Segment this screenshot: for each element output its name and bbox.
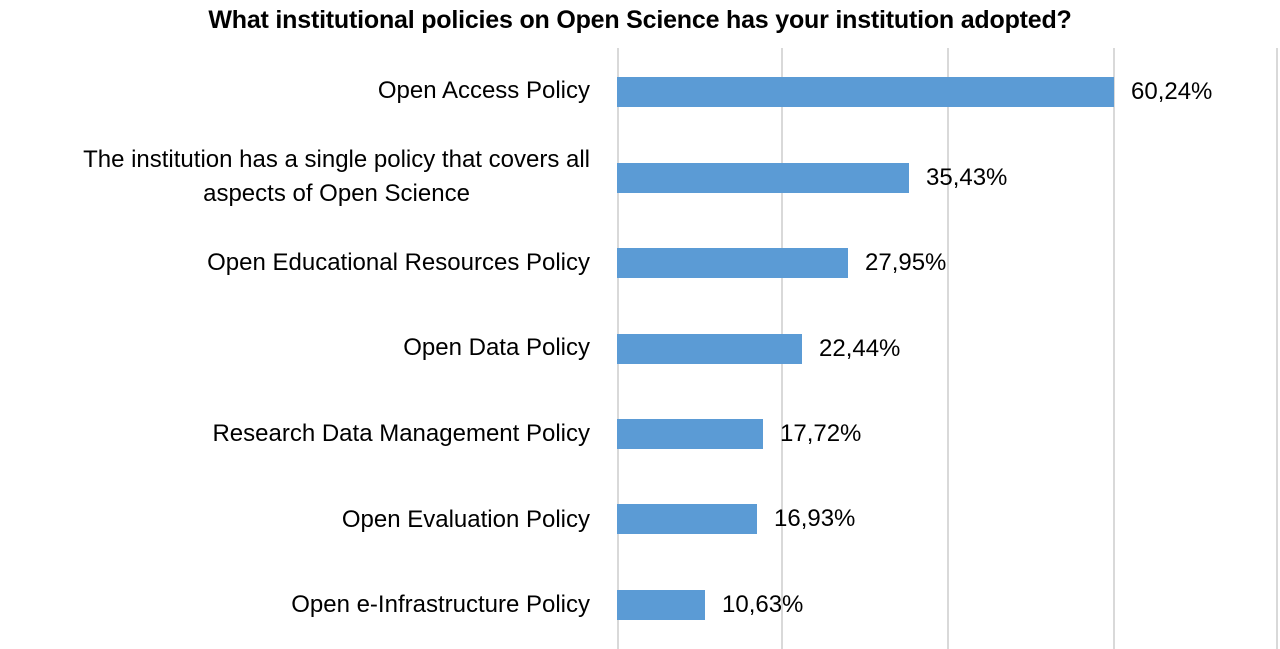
category-label: Open Access Policy — [377, 77, 590, 104]
value-label: 17,72% — [780, 420, 862, 447]
category-label: Open Educational Resources Policy — [207, 249, 590, 276]
category-label-line1: The institution has a single policy that… — [83, 146, 590, 173]
bar-rdm — [617, 419, 763, 449]
value-label: 22,44% — [819, 335, 901, 362]
bar-oer — [617, 248, 848, 278]
value-label: 27,95% — [865, 249, 947, 276]
value-label: 35,43% — [926, 164, 1008, 191]
category-label: Open Evaluation Policy — [341, 506, 590, 533]
gridline-60 — [1113, 48, 1115, 649]
plot-area: 60,24% 35,43% 27,95% 22,44% 17,72% 16,93… — [617, 48, 1278, 649]
category-label: Open Data Policy — [403, 334, 590, 361]
gridline-40 — [947, 48, 949, 649]
gridline-80 — [1276, 48, 1278, 649]
value-label: 10,63% — [722, 591, 804, 618]
bar-open-access — [617, 77, 1114, 107]
value-label: 16,93% — [774, 505, 856, 532]
value-label: 60,24% — [1131, 78, 1213, 105]
bar-open-data — [617, 334, 802, 364]
chart-title: What institutional policies on Open Scie… — [208, 6, 1072, 34]
category-label-line2: aspects of Open Science — [203, 180, 470, 207]
category-label: Open e-Infrastructure Policy — [291, 591, 590, 618]
bar-open-evaluation — [617, 504, 757, 534]
bar-e-infrastructure — [617, 590, 705, 620]
bar-single-policy — [617, 163, 909, 193]
category-label: Research Data Management Policy — [212, 420, 590, 447]
category-label: The institution has a single policy that… — [83, 143, 590, 211]
